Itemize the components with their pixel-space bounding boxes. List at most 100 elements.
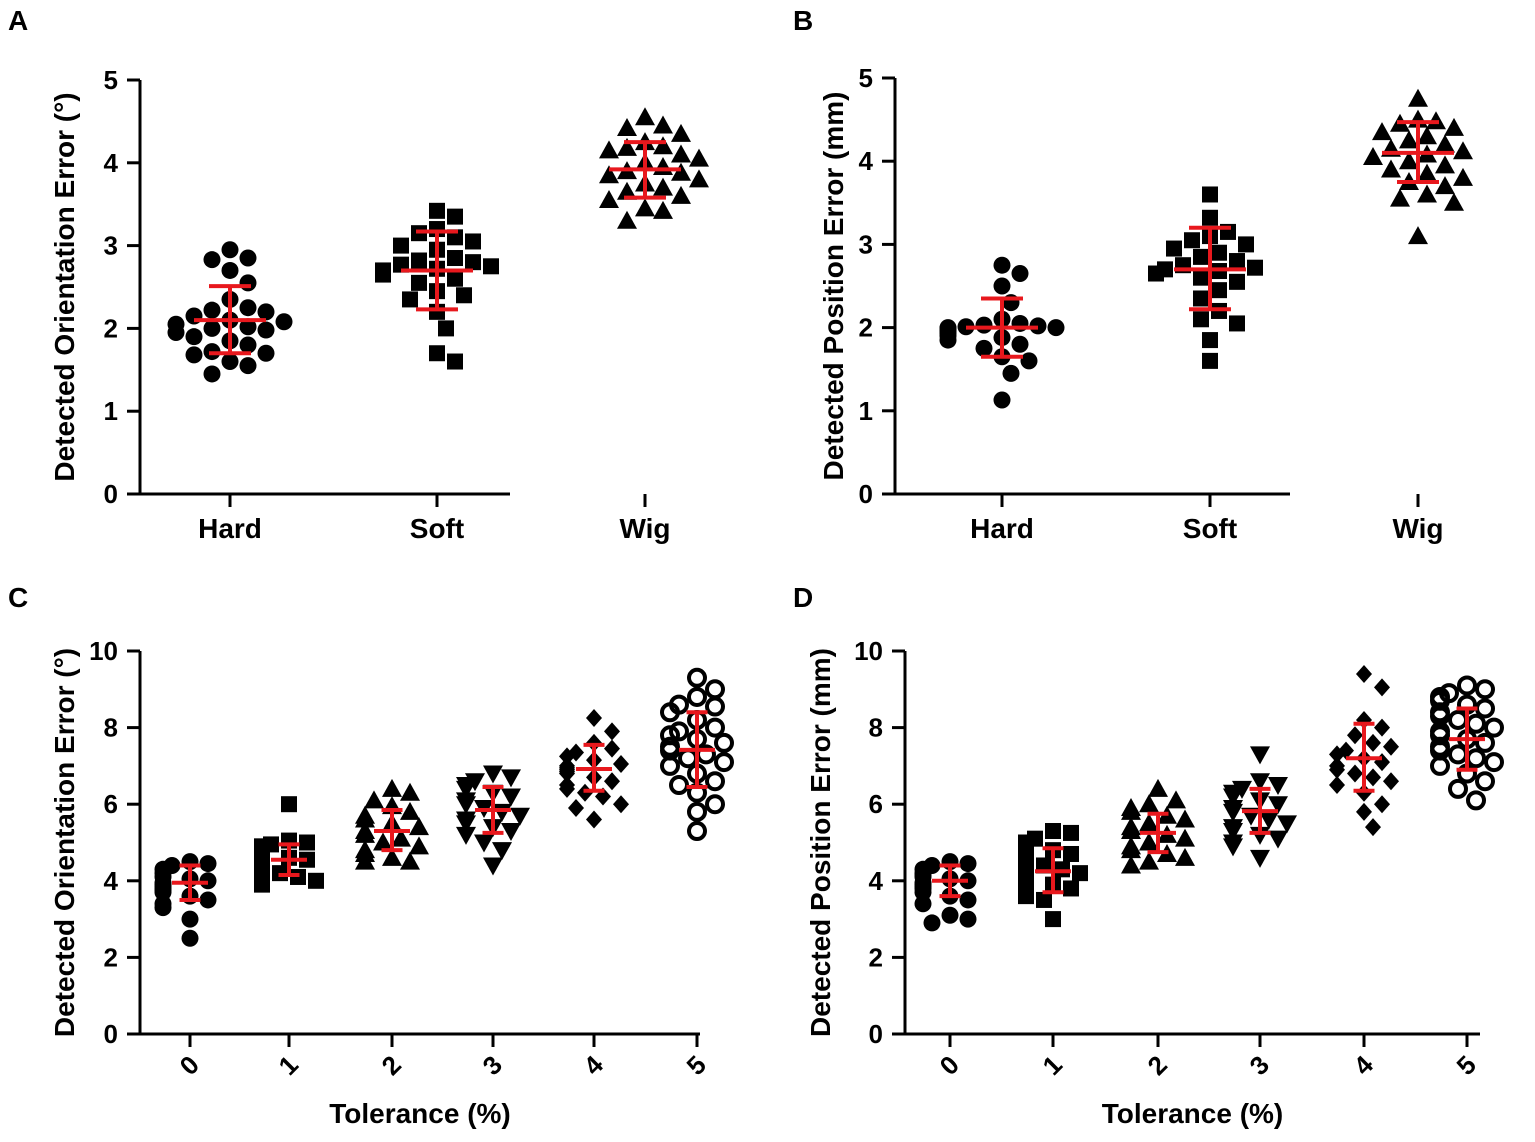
data-point [1417, 163, 1437, 182]
y-tick-label: 4 [869, 866, 884, 896]
data-point [167, 324, 185, 342]
data-point [501, 788, 521, 807]
x-tick-label: 0 [934, 1050, 965, 1081]
group-0 [914, 853, 977, 932]
y-tick-label: 8 [869, 713, 883, 743]
data-point [411, 252, 427, 269]
y-tick-label: 6 [104, 789, 118, 819]
data-point [429, 202, 445, 219]
data-point [501, 769, 521, 788]
y-tick-label: 2 [859, 313, 873, 343]
data-point [429, 345, 445, 362]
data-point [671, 123, 691, 142]
data-point [1453, 141, 1473, 160]
data-point [687, 801, 707, 822]
data-point [1277, 815, 1297, 834]
data-point [678, 748, 698, 769]
data-point [975, 339, 993, 357]
data-point [402, 291, 418, 308]
y-tick-label: 8 [104, 713, 118, 743]
data-point [1018, 888, 1034, 905]
data-point [373, 832, 393, 851]
y-tick-label: 2 [869, 942, 883, 972]
data-point [456, 815, 476, 834]
x-tick-label: 4 [578, 1049, 610, 1081]
data-point [1223, 803, 1243, 822]
x-category-label: Soft [410, 513, 464, 544]
data-point [1381, 159, 1401, 178]
y-tick-label: 6 [869, 789, 883, 819]
data-point [1211, 244, 1227, 261]
data-point [382, 847, 402, 866]
data-point [1139, 813, 1159, 832]
group-4 [559, 709, 629, 829]
data-point [275, 313, 293, 331]
y-tick-label: 1 [104, 396, 118, 426]
data-point [1202, 352, 1218, 369]
group-4 [1329, 664, 1399, 837]
data-point [923, 914, 941, 932]
data-point [185, 328, 203, 346]
data-point [586, 709, 602, 728]
group-3 [456, 765, 530, 876]
data-point [1045, 823, 1061, 840]
data-point [1448, 744, 1468, 765]
data-point [617, 137, 637, 156]
data-point [1383, 772, 1399, 791]
y-tick-label: 10 [854, 636, 883, 666]
data-point [375, 266, 391, 283]
data-point [559, 779, 575, 798]
y-axis-label: Detected Orientation Error (°) [49, 92, 80, 481]
data-point [1202, 209, 1218, 226]
data-point [456, 826, 476, 845]
panel-letter: C [8, 582, 28, 613]
group-Hard [939, 256, 1065, 409]
data-point [705, 696, 725, 717]
data-point [1223, 838, 1243, 857]
y-tick-label: 5 [859, 63, 873, 93]
data-point [1193, 269, 1209, 286]
data-point [1399, 151, 1419, 170]
data-point [914, 895, 932, 913]
data-point [456, 287, 472, 304]
data-point [1193, 311, 1209, 328]
panel-A: A 0 1 2 3 4 5 Hard Soft Wig Detected Orientation E… [8, 5, 709, 544]
data-point [1475, 732, 1495, 753]
data-point [975, 316, 993, 334]
data-point [635, 107, 655, 126]
data-point [1063, 880, 1079, 897]
x-category-label: Wig [619, 513, 670, 544]
group-5 [1430, 675, 1504, 811]
data-point [604, 722, 620, 741]
data-point [1018, 853, 1034, 870]
data-point [1175, 828, 1195, 847]
data-point [1356, 664, 1372, 683]
data-point [239, 299, 257, 317]
data-point [257, 303, 275, 321]
y-tick-label: 3 [859, 229, 873, 259]
data-point [438, 320, 454, 337]
data-point [1347, 726, 1363, 745]
data-point [660, 755, 680, 776]
data-point [239, 357, 257, 375]
data-point [617, 210, 637, 229]
data-point [221, 261, 239, 279]
data-point [239, 336, 257, 354]
y-tick-label: 4 [104, 148, 119, 178]
data-point [1139, 851, 1159, 870]
data-point [1268, 796, 1288, 815]
data-point [993, 391, 1011, 409]
y-tick-label: 0 [859, 479, 873, 509]
data-point [1365, 818, 1381, 837]
group-2 [355, 778, 429, 870]
data-point [669, 775, 689, 796]
data-point [1229, 253, 1245, 270]
x-tick-label: 2 [1142, 1050, 1173, 1081]
data-point [705, 679, 725, 700]
data-point [1193, 290, 1209, 307]
group-1 [1018, 823, 1088, 928]
data-point [501, 823, 521, 842]
data-point [1121, 801, 1141, 820]
data-point [1229, 273, 1245, 290]
data-point [456, 780, 476, 799]
